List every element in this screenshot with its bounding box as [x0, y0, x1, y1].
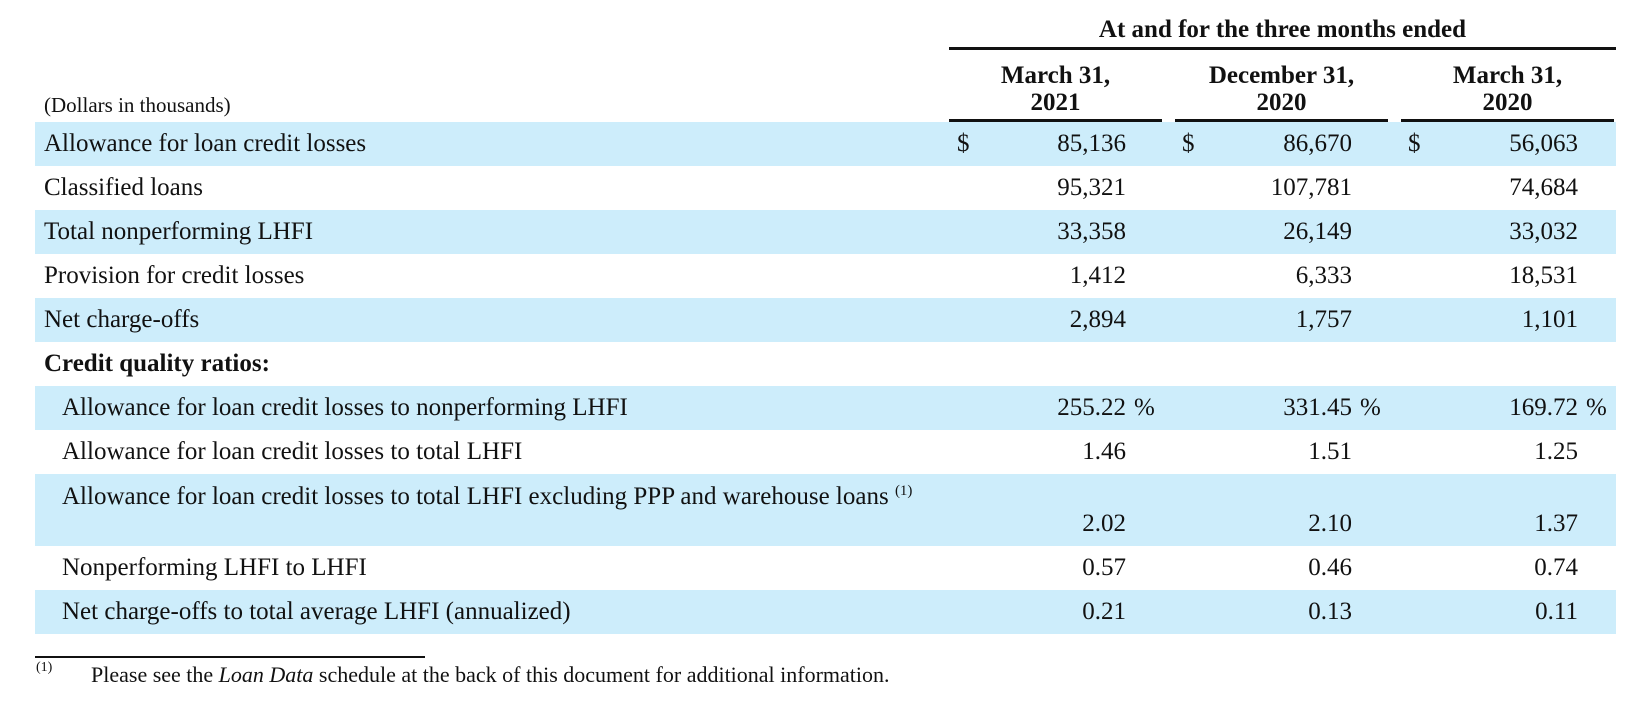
- table-row: Allowance for loan credit losses to tota…: [35, 430, 1616, 474]
- footnote-italic: Loan Data: [218, 662, 314, 687]
- value-cell: 2.02: [1082, 510, 1126, 537]
- table-row: Classified loans 95,321 107,781 74,684: [35, 166, 1616, 210]
- table-row: Net charge-offs 2,894 1,757 1,101: [35, 298, 1616, 342]
- row-label: Allowance for loan credit losses to tota…: [62, 483, 913, 510]
- value-cell: 33,358: [1057, 218, 1126, 245]
- column-header-mar-2020: March 31, 2020: [1452, 62, 1563, 116]
- value-cell: 1,101: [1521, 306, 1578, 333]
- row-label: Allowance for loan credit losses to tota…: [62, 438, 523, 465]
- column-header-rule: [1401, 119, 1614, 122]
- row-label: Net charge-offs: [44, 306, 200, 333]
- row-label: Classified loans: [44, 174, 204, 201]
- row-label: Nonperforming LHFI to LHFI: [62, 554, 367, 581]
- row-label: Allowance for loan credit losses to nonp…: [62, 394, 628, 421]
- table-row: Nonperforming LHFI to LHFI 0.57 0.46 0.7…: [35, 546, 1616, 590]
- value-cell: 1.25: [1534, 438, 1578, 465]
- table-row: Provision for credit losses 1,412 6,333 …: [35, 254, 1616, 298]
- row-label: Net charge-offs to total average LHFI (a…: [62, 598, 571, 625]
- period-header-rule: [949, 47, 1616, 50]
- value-cell: 86,670: [1283, 130, 1352, 157]
- footnote-marker: (1): [36, 660, 53, 675]
- column-header-dec-2020: December 31, 2020: [1208, 62, 1355, 116]
- footnote-rule: [35, 656, 425, 658]
- footnote-ref: (1): [894, 483, 913, 499]
- table-row: Allowance for loan credit losses to nonp…: [35, 386, 1616, 430]
- percent-symbol: %: [1360, 394, 1381, 421]
- value-cell: 1,757: [1295, 306, 1352, 333]
- period-header-title: At and for the three months ended: [1098, 16, 1467, 43]
- currency-symbol: $: [1182, 130, 1195, 157]
- value-cell: 26,149: [1283, 218, 1352, 245]
- table-row: Allowance for loan credit losses $ 85,13…: [35, 122, 1616, 166]
- value-cell: 0.11: [1535, 598, 1578, 625]
- currency-symbol: $: [1408, 130, 1421, 157]
- units-label: (Dollars in thousands): [44, 93, 231, 117]
- column-header-rule: [1175, 119, 1388, 122]
- footnote-text: Please see the Loan Data schedule at the…: [91, 662, 890, 687]
- credit-quality-table: Allowance for loan credit losses $ 85,13…: [35, 122, 1616, 634]
- value-cell: 56,063: [1509, 130, 1578, 157]
- value-cell: 2.10: [1308, 510, 1352, 537]
- value-cell: 1,412: [1069, 262, 1126, 289]
- value-cell: 107,781: [1270, 174, 1352, 201]
- value-cell: 18,531: [1509, 262, 1578, 289]
- section-heading: Credit quality ratios:: [44, 350, 270, 377]
- value-cell: 0.74: [1534, 554, 1578, 581]
- value-cell: 1.51: [1308, 438, 1352, 465]
- value-cell: 6,333: [1295, 262, 1352, 289]
- value-cell: 33,032: [1509, 218, 1578, 245]
- percent-symbol: %: [1134, 394, 1155, 421]
- section-header-row: Credit quality ratios:: [35, 342, 1616, 386]
- value-cell: 74,684: [1509, 174, 1578, 201]
- row-label: Allowance for loan credit losses: [44, 130, 367, 157]
- value-cell: 85,136: [1057, 130, 1126, 157]
- row-label: Total nonperforming LHFI: [44, 218, 314, 245]
- value-cell: 0.57: [1082, 554, 1126, 581]
- table-row: Allowance for loan credit losses to tota…: [35, 474, 1616, 546]
- value-cell: 1.46: [1082, 438, 1126, 465]
- currency-symbol: $: [957, 130, 970, 157]
- column-header-mar-2021: March 31, 2021: [1000, 62, 1111, 116]
- value-cell: 0.21: [1082, 598, 1126, 625]
- row-label: Provision for credit losses: [44, 262, 305, 289]
- table-row: Total nonperforming LHFI 33,358 26,149 3…: [35, 210, 1616, 254]
- value-cell: 95,321: [1057, 174, 1126, 201]
- value-cell: 169.72: [1509, 394, 1578, 421]
- value-cell: 331.45: [1283, 394, 1352, 421]
- value-cell: 255.22: [1057, 394, 1126, 421]
- column-header-rule: [949, 119, 1162, 122]
- value-cell: 2,894: [1069, 306, 1126, 333]
- value-cell: 1.37: [1534, 510, 1578, 537]
- value-cell: 0.13: [1308, 598, 1352, 625]
- table-row: Net charge-offs to total average LHFI (a…: [35, 590, 1616, 634]
- percent-symbol: %: [1586, 394, 1607, 421]
- value-cell: 0.46: [1308, 554, 1352, 581]
